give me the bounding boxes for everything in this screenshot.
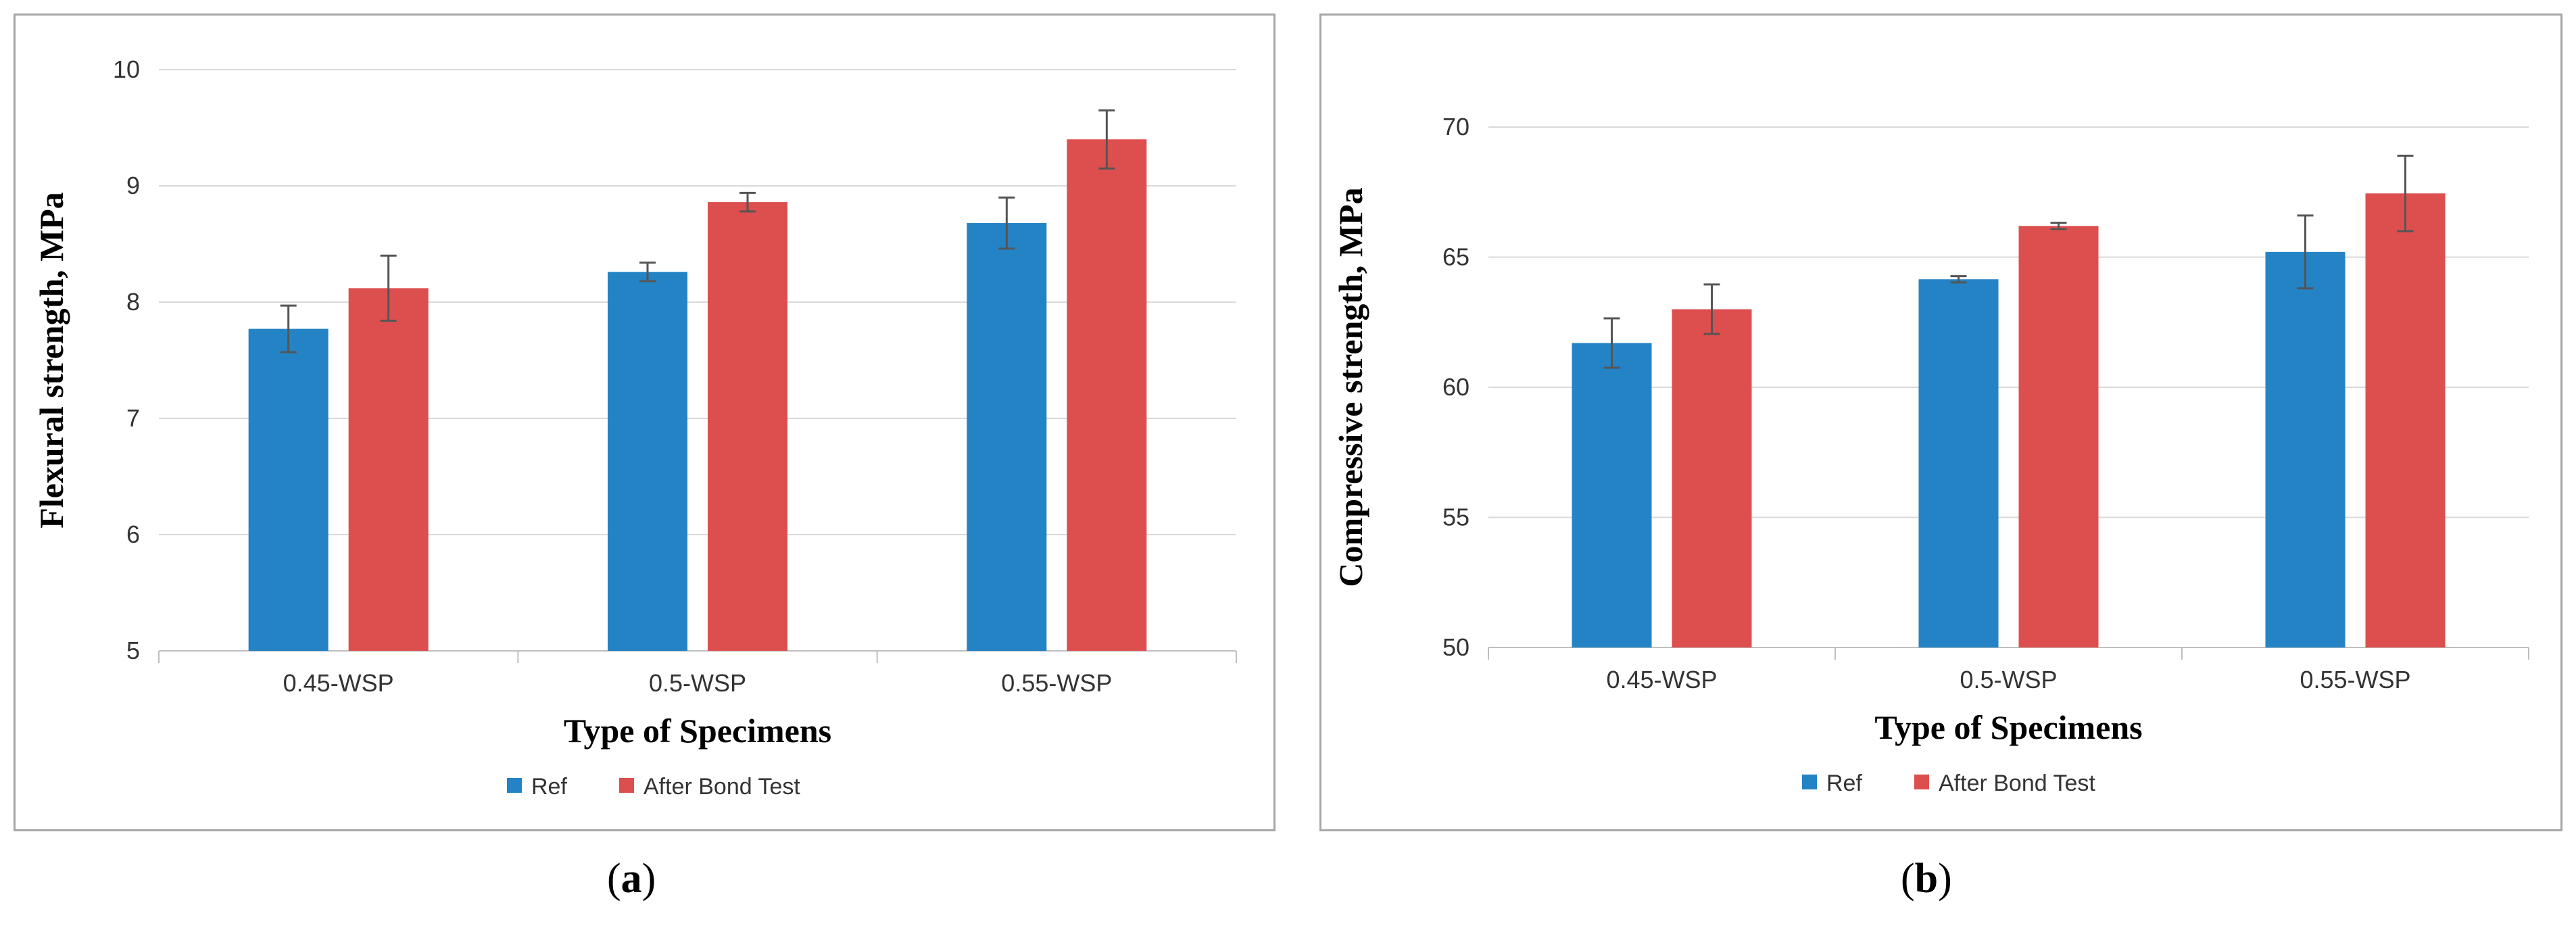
y-tick-label: 70 [1442,113,1469,141]
y-tick-label: 55 [1442,504,1469,531]
legend-label: After Bond Test [1939,770,2095,796]
x-axis-title: Type of Specimens [564,712,831,750]
y-axis-title: Compressive strength, MPa [1332,187,1369,587]
y-tick-label: 7 [126,404,140,432]
panel-label-b: (b) [1901,856,1952,902]
category-label: 0.55-WSP [1001,669,1112,697]
legend-label: Ref [1826,770,1862,796]
panel-label-a: (a) [607,856,656,902]
category-label: 0.5-WSP [649,669,746,697]
bar-ref [1572,343,1652,647]
bar-after-bond-test [1067,139,1147,651]
bar-ref [2265,251,2346,647]
y-tick-label: 65 [1442,243,1469,271]
chart-a-svg: 5 6 7 8 9 10 0.45-WSP 0.5-WSP 0.55-WSP Type of Sp… [32,55,1237,800]
legend-swatch-after-bond-test [1914,775,1929,789]
bar-ref [608,272,687,651]
chart-b-svg: 50 55 60 65 70 0.45-WSP 0.5-WSP 0.55-WSP Type of… [1332,113,2529,796]
bar-ref [248,328,329,651]
y-tick-label: 5 [126,637,140,664]
bar-after-bond-test [708,202,787,652]
bar-after-bond-test [348,288,429,651]
category-label: 0.45-WSP [1606,666,1717,693]
bar-ref [967,223,1047,651]
chart-panel-b: 50 55 60 65 70 0.45-WSP 0.5-WSP 0.55-WSP Type of… [1319,14,2562,831]
y-tick-label: 10 [113,55,140,83]
bar-ref [1918,279,1999,648]
bar-after-bond-test [1672,309,1752,647]
legend-swatch-ref [1802,775,1817,789]
y-tick-label: 50 [1442,633,1469,661]
bar-after-bond-test [2018,226,2099,647]
category-label: 0.5-WSP [1960,666,2057,693]
y-tick-label: 9 [126,172,140,199]
legend-label: After Bond Test [643,774,800,800]
category-label: 0.45-WSP [283,669,394,697]
x-axis-title: Type of Specimens [1874,708,2142,746]
y-tick-label: 8 [126,288,140,316]
legend-label: Ref [531,774,567,800]
y-tick-label: 6 [126,520,140,548]
chart-panel-a: 5 6 7 8 9 10 0.45-WSP 0.5-WSP 0.55-WSP Type of Sp… [14,14,1275,831]
bar-after-bond-test [2365,193,2446,647]
y-axis-title: Flexural strength, MPa [32,192,70,529]
category-label: 0.55-WSP [2300,666,2410,693]
legend-swatch-after-bond-test [619,778,634,793]
y-tick-label: 60 [1442,373,1469,401]
legend-swatch-ref [507,778,522,793]
